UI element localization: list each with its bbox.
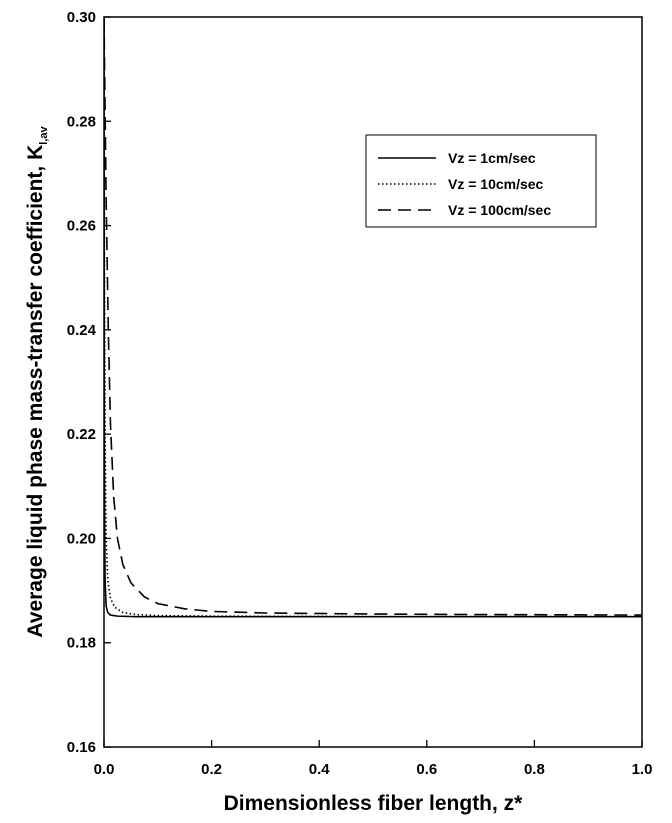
x-axis-ticks: 0.0 0.2 0.4 0.6 0.8 1.0 [94, 740, 653, 778]
y-axis-title: Average liquid phase mass-transfer coeff… [24, 126, 50, 638]
series-line-dotted [104, 17, 642, 618]
x-tick-label: 0.4 [309, 761, 331, 778]
y-tick-label: 0.22 [67, 426, 96, 443]
legend: Vz = 1cm/sec Vz = 10cm/sec Vz = 100cm/sec [365, 134, 597, 228]
y-axis-title-main: Average liquid phase mass-transfer coeff… [24, 145, 47, 638]
y-tick-label: 0.16 [67, 739, 96, 756]
legend-box [365, 134, 597, 228]
legend-label: Vz = 100cm/sec [448, 202, 551, 218]
y-tick-label: 0.20 [67, 530, 96, 547]
x-tick-label: 0.6 [416, 761, 437, 778]
y-tick-label: 0.26 [67, 218, 96, 235]
y-tick-label: 0.28 [67, 113, 96, 130]
x-tick-label: 1.0 [632, 761, 653, 778]
y-axis-title-subscript: l,av [38, 126, 50, 145]
series-line-solid [104, 17, 642, 618]
legend-label: Vz = 10cm/sec [448, 176, 544, 192]
y-axis-ticks: 0.16 0.18 0.20 0.22 0.24 0.26 0.28 0.30 [67, 9, 111, 756]
legend-label: Vz = 1cm/sec [448, 150, 536, 166]
y-tick-label: 0.30 [67, 9, 96, 26]
x-tick-label: 0.8 [524, 761, 545, 778]
x-axis-title: Dimensionless fiber length, z* [224, 792, 524, 815]
x-tick-label: 0.0 [94, 761, 115, 778]
series-line-dashed [104, 17, 642, 616]
y-tick-label: 0.18 [67, 635, 96, 652]
x-tick-label: 0.2 [201, 761, 222, 778]
plot-area [103, 16, 643, 748]
y-tick-label: 0.24 [67, 322, 97, 339]
series-lines [104, 17, 642, 618]
